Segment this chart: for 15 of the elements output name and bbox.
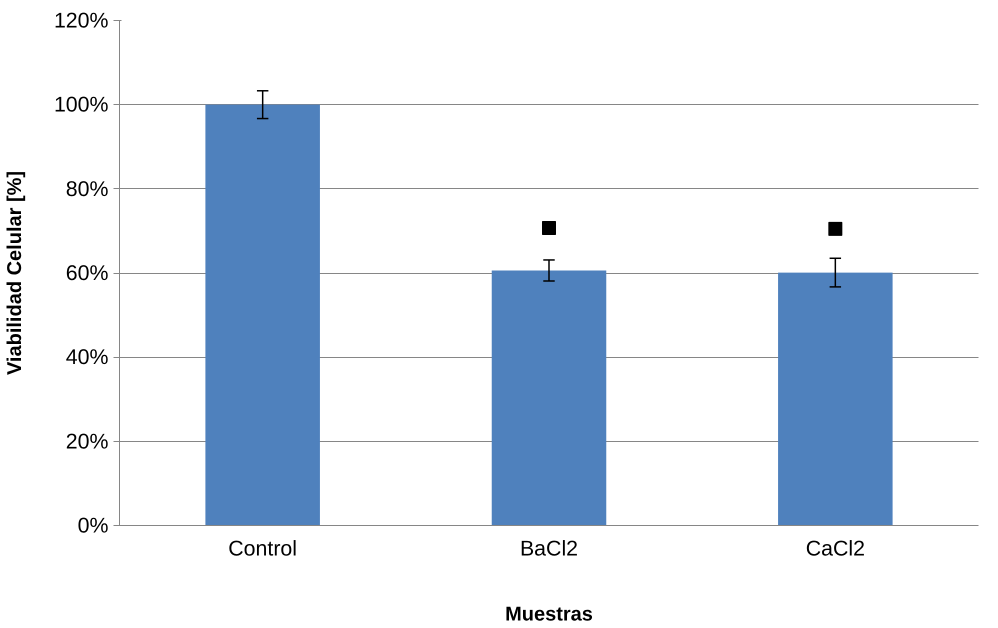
- y-tick-label: 20%: [66, 429, 109, 454]
- x-tick-label: CaCl2: [806, 536, 865, 560]
- x-axis-title: Muestras: [505, 604, 593, 626]
- bar: [492, 270, 606, 526]
- y-axis-title: Viabilidad Celular [%]: [4, 170, 26, 376]
- bar: [778, 272, 893, 526]
- y-tick-label: 100%: [54, 92, 109, 117]
- x-tick-label: Control: [228, 536, 298, 560]
- y-tick-label: 40%: [66, 345, 109, 370]
- x-tick-label: BaCl2: [520, 536, 578, 560]
- bar: [205, 104, 320, 526]
- y-tick-label: 80%: [66, 176, 109, 201]
- y-tick-label: 0%: [78, 514, 109, 538]
- y-tick-label: 60%: [66, 261, 109, 285]
- y-tick-label: 120%: [54, 8, 109, 32]
